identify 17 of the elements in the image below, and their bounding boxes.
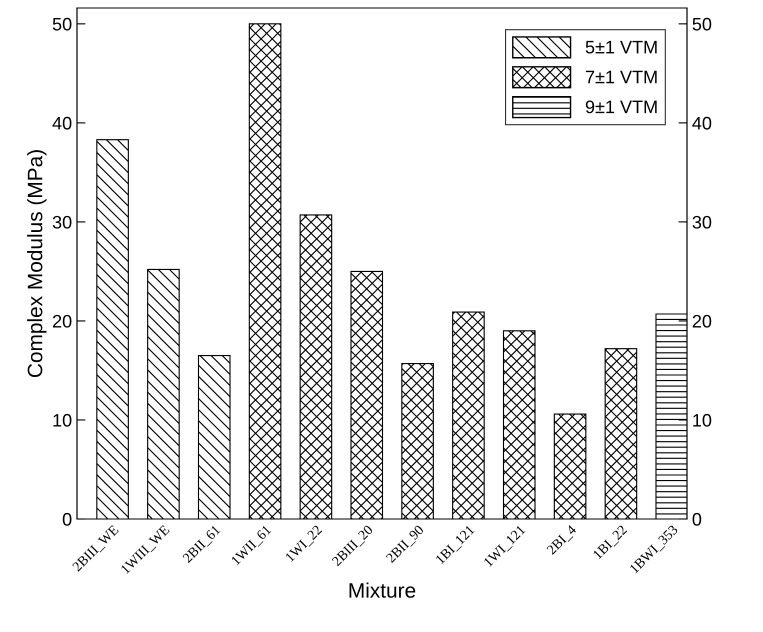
y-tick-label: 50	[52, 18, 72, 31]
y-tick-label: 0	[62, 512, 72, 526]
y2-tick-label: 10	[693, 414, 712, 427]
y-tick-label: 10	[53, 414, 72, 427]
legend-label: 9±1 VTM	[586, 100, 657, 114]
y-tick-label: 20	[52, 314, 72, 328]
y2-tick-label: 30	[692, 216, 712, 229]
legend-label: 7±1 VTM	[586, 70, 657, 84]
y-tick-label: 40	[52, 116, 72, 130]
y2-tick-label: 50	[692, 18, 712, 31]
y2-tick-label: 0	[692, 512, 702, 526]
y-axis-title: Complex Modulus (MPa)	[27, 150, 46, 378]
y2-tick-label: 40	[692, 116, 712, 130]
y2-tick-label: 20	[692, 314, 712, 328]
legend-label: 5±1 VTM	[586, 40, 657, 54]
y-tick-label: 30	[52, 216, 72, 229]
x-axis-title: Mixture	[350, 582, 416, 598]
